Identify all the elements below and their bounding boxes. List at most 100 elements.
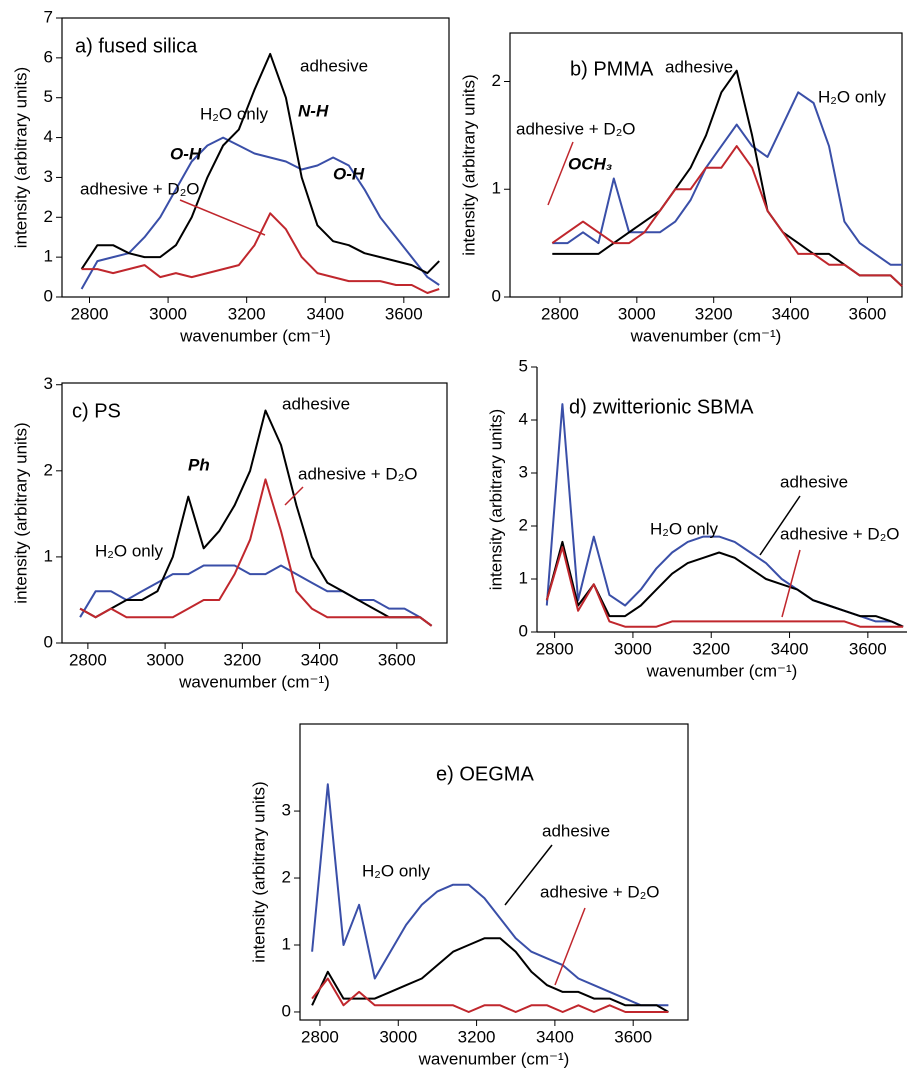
y-tick-label: 0 <box>492 286 501 305</box>
y-tick-label: 0 <box>44 286 53 305</box>
series-label: adhesive <box>282 394 350 413</box>
y-tick-label: 3 <box>44 167 53 186</box>
x-tick-label: 3400 <box>536 1027 574 1046</box>
series-line <box>545 403 904 628</box>
leader-line <box>781 549 801 618</box>
y-tick-label: 7 <box>44 7 53 26</box>
panel: 2800 3000 3200 3400 3600 0 1 2 3 wavenumber (cm⁻¹… <box>249 723 689 1068</box>
series-label: adhesive + D₂O <box>80 179 200 198</box>
leader-line <box>504 844 553 906</box>
chart-title: a) fused silica <box>75 35 198 57</box>
series-label: H₂O only <box>818 87 887 106</box>
y-axis-label: intensity (arbitrary units) <box>486 409 505 590</box>
series-label: adhesive + D₂O <box>516 119 636 138</box>
y-axis-label: intensity (arbitrary units) <box>11 422 30 603</box>
series-line <box>311 783 669 1007</box>
series-line <box>79 409 433 627</box>
series-label: H₂O only <box>650 519 719 538</box>
series-line <box>311 937 669 1013</box>
leader-line <box>547 141 574 206</box>
x-tick-label: 3000 <box>618 304 656 323</box>
series-line <box>79 478 433 627</box>
series-line <box>79 564 433 627</box>
x-tick-label: 3400 <box>771 639 809 658</box>
y-tick-label: 5 <box>44 87 53 106</box>
plot-frame <box>61 382 448 644</box>
x-axis-label: wavenumber (cm⁻¹) <box>418 1049 570 1068</box>
x-tick-label: 3000 <box>149 304 187 323</box>
y-axis-label: intensity (arbitrary units) <box>459 74 478 255</box>
series-label: adhesive <box>300 56 368 75</box>
x-axis-label: wavenumber (cm⁻¹) <box>646 661 798 680</box>
x-tick-label: 3000 <box>146 650 184 669</box>
x-tick-label: 3600 <box>849 639 887 658</box>
x-tick-label: 3000 <box>379 1027 417 1046</box>
y-tick-label: 2 <box>44 460 53 479</box>
x-tick-label: 3600 <box>385 304 423 323</box>
x-tick-label: 3200 <box>228 304 266 323</box>
y-tick-label: 2 <box>492 71 501 90</box>
panel: 2800 3000 3200 3400 3600 0 1 2 3 4 5 6 7 wavenumber (… <box>11 7 450 345</box>
y-tick-label: 1 <box>282 934 291 953</box>
chart-title: d) zwitterionic SBMA <box>569 396 754 418</box>
series-label: H₂O only <box>95 541 164 560</box>
series-label: adhesive <box>542 821 610 840</box>
x-tick-label: 3600 <box>848 304 886 323</box>
plot-frame <box>509 32 903 298</box>
series-label: adhesive + D₂O <box>298 464 418 483</box>
x-tick-label: 3400 <box>772 304 810 323</box>
leader-line <box>759 495 801 556</box>
y-tick-label: 0 <box>519 621 528 640</box>
x-tick-label: 3400 <box>301 650 339 669</box>
y-tick-label: 1 <box>492 179 501 198</box>
y-tick-label: 2 <box>282 868 291 887</box>
series-line <box>545 540 904 628</box>
x-axis-label: wavenumber (cm⁻¹) <box>630 326 782 345</box>
chart-title: e) OEGMA <box>436 763 534 785</box>
x-tick-label: 3000 <box>614 639 652 658</box>
leader-line <box>179 199 266 236</box>
annotation: Ph <box>188 455 210 474</box>
panel: 2800 3000 3200 3400 3600 0 1 2 3 4 5 wavenumber (cm… <box>486 356 907 680</box>
series-line <box>80 52 440 275</box>
y-tick-label: 6 <box>44 47 53 66</box>
y-tick-label: 3 <box>44 374 53 393</box>
leader-line <box>284 486 304 506</box>
y-tick-label: 0 <box>44 632 53 651</box>
y-tick-label: 1 <box>519 568 528 587</box>
annotation: OCH₃ <box>568 154 612 173</box>
series-label: adhesive <box>665 57 733 76</box>
y-tick-label: 5 <box>519 356 528 375</box>
annotation: N-H <box>298 101 329 120</box>
y-tick-label: 4 <box>44 127 53 146</box>
x-tick-label: 3200 <box>695 304 733 323</box>
y-tick-label: 2 <box>44 207 53 226</box>
y-tick-label: 0 <box>282 1001 291 1020</box>
series-label: H₂O only <box>200 104 269 123</box>
series-line <box>545 546 904 628</box>
x-tick-label: 3200 <box>692 639 730 658</box>
chart-title: b) PMMA <box>570 58 654 80</box>
series-label: adhesive + D₂O <box>540 882 660 901</box>
annotation: O-H <box>333 164 365 183</box>
y-tick-label: 3 <box>282 801 291 820</box>
chart-title: c) PS <box>72 400 121 422</box>
x-tick-label: 3400 <box>306 304 344 323</box>
series-label: adhesive <box>780 472 848 491</box>
y-tick-label: 3 <box>519 462 528 481</box>
x-tick-label: 2800 <box>71 304 109 323</box>
plot-frame <box>299 723 689 1021</box>
panel: 2800 3000 3200 3400 3600 0 1 2 3 wavenumber (cm⁻¹… <box>11 374 448 691</box>
y-tick-label: 1 <box>44 247 53 266</box>
y-tick-label: 2 <box>519 515 528 534</box>
x-tick-label: 2800 <box>301 1027 339 1046</box>
series-line <box>552 91 902 266</box>
x-tick-label: 2800 <box>541 304 579 323</box>
x-tick-label: 3600 <box>378 650 416 669</box>
panel: 2800 3000 3200 3400 3600 0 1 2 wavenumber (cm⁻¹)… <box>459 32 903 345</box>
annotation: O-H <box>170 144 202 163</box>
y-axis-label: intensity (arbitrary units) <box>249 781 268 962</box>
series-label: H₂O only <box>362 861 431 880</box>
series-label: adhesive + D₂O <box>780 524 900 543</box>
